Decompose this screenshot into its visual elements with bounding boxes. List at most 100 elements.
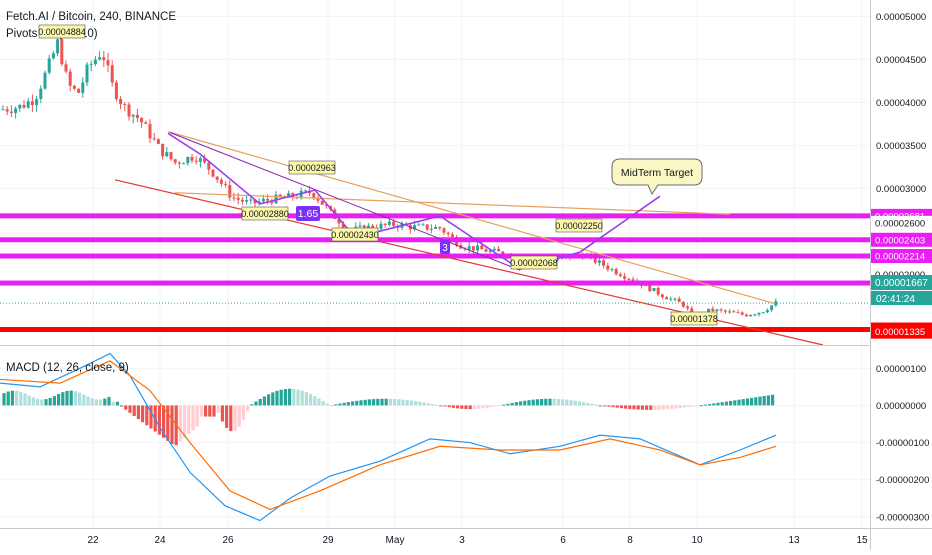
candle-body — [144, 122, 148, 124]
macd-histogram-bar — [258, 398, 262, 406]
candle-body — [660, 294, 664, 298]
candle-body — [774, 301, 778, 306]
candle-body — [47, 58, 51, 73]
macd-histogram-bar — [73, 391, 77, 406]
macd-histogram-bar — [569, 400, 573, 406]
candle-body — [379, 223, 383, 230]
macd-histogram-bar — [254, 401, 258, 406]
macd-histogram-bar — [712, 403, 716, 406]
macd-histogram-bar — [141, 405, 145, 423]
price-tick-label: 0.00003500 — [876, 141, 926, 152]
candle-body — [425, 224, 429, 230]
candle-body — [471, 246, 475, 251]
macd-histogram-bar — [586, 402, 590, 406]
candle-body — [219, 179, 223, 184]
macd-line — [0, 352, 777, 522]
macd-histogram-bar — [48, 397, 52, 406]
macd-axis[interactable]: 0.00000100 0.00000000 -0.00000100 -0.000002… — [876, 364, 929, 524]
macd-histogram-bar — [191, 405, 195, 431]
candle-body — [383, 223, 387, 225]
macd-histogram-bar — [666, 405, 670, 410]
macd-histogram-bar — [309, 393, 313, 406]
candle-body — [186, 156, 190, 164]
candle-body — [207, 162, 211, 170]
macd-tick-label: -0.00000100 — [876, 438, 929, 449]
candle-body — [476, 245, 480, 251]
time-axis[interactable]: 22 24 26 29 May 3 6 8 10 13 15 — [87, 535, 868, 546]
candle-body — [270, 200, 274, 204]
macd-histogram-bar — [23, 393, 27, 406]
macd-histogram-bar — [603, 405, 607, 407]
candle-body — [606, 265, 610, 270]
symbol-title[interactable]: Fetch.AI / Bitcoin, 240, BINANCE — [6, 11, 176, 23]
macd-histogram-bar — [204, 405, 208, 417]
candle-body — [665, 297, 669, 300]
candle-body — [64, 64, 68, 72]
macd-histogram-bar — [729, 400, 733, 406]
macd-histogram-bar — [699, 405, 703, 407]
macd-histogram-bar — [766, 395, 770, 406]
macd-histogram-bar — [435, 404, 439, 406]
time-tick-label: 13 — [788, 535, 800, 546]
macd-histogram-bar — [695, 405, 699, 407]
macd-histogram-bar — [376, 398, 380, 406]
candle-body — [719, 309, 723, 311]
candle-body — [761, 312, 765, 314]
macd-histogram-bar — [771, 394, 775, 406]
candle-body — [35, 99, 39, 106]
macd-histogram-bar — [573, 400, 577, 406]
candle-body — [68, 71, 72, 86]
macd-histogram-bar — [183, 405, 187, 438]
macd-tick-label: -0.00000200 — [876, 475, 929, 486]
candle-body — [43, 72, 47, 89]
macd-histogram-bar — [40, 399, 44, 406]
macd-tick-label: 0.00000100 — [876, 364, 926, 375]
descending-trendline — [167, 131, 776, 305]
macd-histogram-bar — [372, 399, 376, 406]
macd-histogram-bar — [540, 398, 544, 406]
signal-line — [0, 360, 777, 511]
macd-histogram-bar — [330, 405, 334, 407]
candle-body — [770, 305, 774, 311]
candle-body — [732, 311, 736, 313]
macd-histogram-bar — [426, 403, 430, 406]
candle-body — [127, 104, 131, 117]
macd-histogram-bar — [737, 399, 741, 406]
candle-body — [597, 260, 601, 263]
macd-histogram-bar — [187, 405, 191, 434]
time-tick-label: 6 — [560, 535, 566, 546]
candle-body — [89, 64, 93, 66]
macd-histogram-bar — [82, 394, 86, 406]
macd-histogram-bar — [136, 405, 140, 420]
macd-histogram-bar — [216, 405, 220, 413]
level-line — [0, 327, 870, 333]
time-tick-label: 10 — [691, 535, 703, 546]
macd-histogram-bar — [750, 397, 754, 406]
candle-body — [320, 200, 324, 205]
price-level-label: 0.00002403 — [871, 232, 932, 247]
macd-label[interactable]: MACD (12, 26, close, 9) — [6, 362, 129, 374]
macd-histogram-bar — [132, 405, 136, 416]
candle-body — [484, 249, 488, 252]
candle-body — [341, 223, 345, 229]
candle-body — [312, 193, 316, 198]
macd-histogram-bar — [678, 405, 682, 409]
macd-histogram-bar — [762, 396, 766, 406]
macd-histogram-bar — [401, 399, 405, 406]
midterm-target-callout[interactable]: MidTerm Target — [611, 158, 703, 196]
candle-body — [274, 194, 278, 204]
macd-histogram-bar — [640, 405, 644, 410]
candle-body — [488, 250, 492, 252]
candle-body — [392, 221, 396, 226]
macd-histogram-bar — [355, 400, 359, 406]
candle-body — [110, 65, 114, 83]
candle-body — [316, 197, 320, 201]
macd-histogram-bar — [485, 405, 489, 408]
wave-guide-line — [169, 132, 521, 271]
macd-histogram-bar — [15, 390, 19, 406]
macd-histogram-bar — [10, 390, 14, 406]
macd-histogram-bar — [27, 395, 31, 406]
macd-histogram-bar — [393, 398, 397, 406]
macd-histogram-bar — [166, 405, 170, 441]
